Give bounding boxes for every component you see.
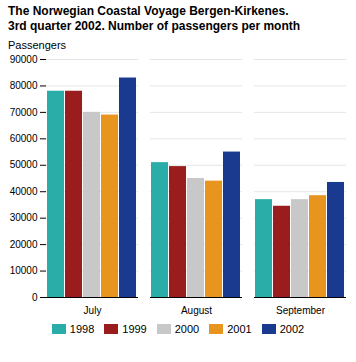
svg-text:80000: 80000 (10, 80, 38, 91)
svg-text:70000: 70000 (10, 107, 38, 118)
html-text:2001: 2001 (227, 323, 252, 335)
svg-text:60000: 60000 (10, 133, 38, 144)
svg-text:August: August (181, 305, 212, 316)
svg-text:20000: 20000 (10, 239, 38, 250)
html-text:The Norwegian Coastal Voyage B: The Norwegian Coastal Voyage Bergen-Kirk… (8, 4, 289, 18)
html-text:3rd quarter 2002. Number of pa: 3rd quarter 2002. Number of passengers p… (8, 19, 301, 33)
svg-text:September: September (276, 305, 326, 316)
svg-text:50000: 50000 (10, 159, 38, 170)
svg-text:40000: 40000 (10, 186, 38, 197)
html-text:Passengers: Passengers (8, 39, 67, 51)
html-text:1999: 1999 (122, 323, 147, 335)
html-text:1998: 1998 (69, 323, 95, 335)
svg-text:10000: 10000 (10, 265, 38, 276)
svg-text:30000: 30000 (10, 212, 38, 223)
svg-text:July: July (84, 305, 102, 316)
svg-text:0: 0 (32, 292, 38, 303)
html-text:2000: 2000 (174, 323, 200, 335)
svg-text:90000: 90000 (10, 54, 38, 65)
html-text:2002: 2002 (279, 323, 305, 335)
